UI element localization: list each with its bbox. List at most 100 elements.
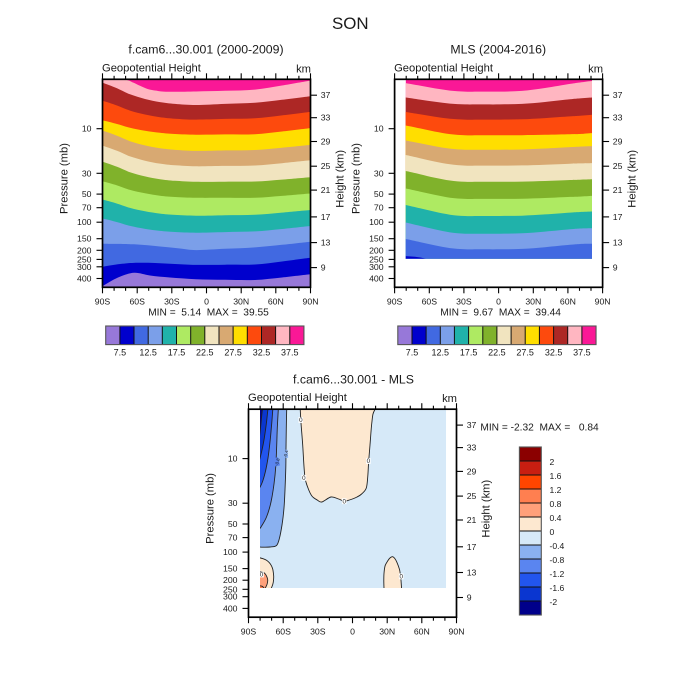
svg-text:37: 37: [321, 90, 331, 100]
svg-text:9: 9: [321, 263, 326, 273]
svg-text:Height (km): Height (km): [481, 480, 493, 538]
svg-text:Height (km): Height (km): [335, 150, 347, 208]
svg-text:17.5: 17.5: [168, 347, 186, 357]
svg-text:29: 29: [467, 466, 477, 476]
svg-text:30S: 30S: [310, 627, 326, 637]
svg-text:30N: 30N: [525, 297, 541, 307]
svg-text:10: 10: [374, 124, 384, 134]
svg-text:37: 37: [613, 90, 623, 100]
svg-text:0: 0: [399, 574, 403, 581]
svg-text:13: 13: [467, 568, 477, 578]
svg-text:400: 400: [77, 274, 92, 284]
svg-text:60N: 60N: [414, 627, 430, 637]
svg-text:32.5: 32.5: [545, 347, 563, 357]
svg-text:30: 30: [374, 168, 384, 178]
svg-text:17.5: 17.5: [460, 347, 478, 357]
svg-text:0: 0: [550, 527, 555, 537]
svg-text:30S: 30S: [456, 297, 472, 307]
svg-text:30S: 30S: [164, 297, 180, 307]
svg-text:90N: 90N: [595, 297, 611, 307]
svg-text:100: 100: [77, 217, 92, 227]
svg-text:22.5: 22.5: [196, 347, 214, 357]
svg-text:0: 0: [342, 498, 346, 505]
svg-text:MIN = 5.14 MAX = 39.55: MIN = 5.14 MAX = 39.55: [148, 308, 269, 319]
svg-text:MIN = 9.67 MAX = 39.44: MIN = 9.67 MAX = 39.44: [440, 308, 561, 319]
svg-text:150: 150: [223, 564, 238, 574]
svg-text:17: 17: [467, 542, 477, 552]
svg-text:70: 70: [82, 203, 92, 213]
svg-text:-1.6: -1.6: [550, 583, 565, 593]
svg-text:25: 25: [321, 161, 331, 171]
svg-text:0: 0: [260, 572, 264, 579]
svg-text:km: km: [296, 63, 311, 75]
svg-text:Geopotential Height: Geopotential Height: [102, 62, 202, 74]
svg-text:f.cam6...30.001 - MLS: f.cam6...30.001 - MLS: [293, 372, 414, 386]
svg-text:MIN = -2.32 MAX = 0.84: MIN = -2.32 MAX = 0.84: [480, 423, 599, 434]
svg-text:60S: 60S: [129, 297, 145, 307]
svg-text:0: 0: [496, 297, 501, 307]
svg-text:10: 10: [82, 124, 92, 134]
svg-text:km: km: [588, 63, 603, 75]
svg-text:MLS (2004-2016): MLS (2004-2016): [450, 42, 546, 56]
svg-text:30N: 30N: [233, 297, 249, 307]
svg-text:150: 150: [369, 234, 384, 244]
svg-text:27.5: 27.5: [516, 347, 534, 357]
svg-text:17: 17: [613, 212, 623, 222]
svg-text:60S: 60S: [422, 297, 438, 307]
svg-text:2: 2: [550, 457, 555, 467]
svg-text:10: 10: [228, 454, 238, 464]
svg-text:70: 70: [374, 203, 384, 213]
svg-text:400: 400: [369, 274, 384, 284]
svg-text:70: 70: [228, 533, 238, 543]
svg-text:60S: 60S: [275, 627, 291, 637]
svg-text:200: 200: [77, 245, 92, 255]
svg-text:90S: 90S: [241, 627, 257, 637]
svg-text:-2: -2: [550, 597, 558, 607]
svg-text:150: 150: [77, 234, 92, 244]
svg-text:0: 0: [204, 297, 209, 307]
svg-text:90N: 90N: [303, 297, 319, 307]
svg-text:-0.8: -0.8: [274, 457, 281, 466]
svg-text:37.5: 37.5: [573, 347, 591, 357]
svg-text:30: 30: [82, 168, 92, 178]
svg-text:21: 21: [613, 185, 623, 195]
svg-text:22.5: 22.5: [488, 347, 506, 357]
svg-text:f.cam6...30.001 (2000-2009): f.cam6...30.001 (2000-2009): [128, 42, 283, 56]
svg-text:29: 29: [613, 137, 623, 147]
svg-text:200: 200: [369, 245, 384, 255]
svg-text:33: 33: [613, 113, 623, 123]
svg-text:37.5: 37.5: [281, 347, 299, 357]
svg-text:9: 9: [613, 263, 618, 273]
svg-text:1.6: 1.6: [550, 471, 562, 481]
svg-text:37: 37: [467, 420, 477, 430]
svg-text:100: 100: [369, 217, 384, 227]
svg-text:9: 9: [467, 593, 472, 603]
svg-text:32.5: 32.5: [253, 347, 271, 357]
svg-text:0: 0: [350, 627, 355, 637]
svg-text:60N: 60N: [560, 297, 576, 307]
svg-text:Height (km): Height (km): [627, 150, 639, 208]
svg-text:12.5: 12.5: [139, 347, 157, 357]
svg-text:25: 25: [467, 491, 477, 501]
svg-text:Geopotential Height: Geopotential Height: [248, 392, 348, 404]
svg-text:90S: 90S: [387, 297, 403, 307]
svg-text:90N: 90N: [449, 627, 465, 637]
svg-text:12.5: 12.5: [432, 347, 450, 357]
svg-text:Pressure (mb): Pressure (mb): [205, 473, 217, 544]
svg-text:-0.8: -0.8: [550, 555, 565, 565]
svg-text:0: 0: [302, 475, 306, 482]
svg-text:-0.4: -0.4: [283, 449, 289, 458]
svg-text:1.2: 1.2: [550, 485, 562, 495]
svg-text:33: 33: [467, 443, 477, 453]
svg-text:25: 25: [613, 161, 623, 171]
svg-text:50: 50: [374, 189, 384, 199]
svg-text:250: 250: [77, 254, 92, 264]
svg-text:13: 13: [613, 238, 623, 248]
svg-text:0.8: 0.8: [550, 499, 562, 509]
svg-text:-1.2: -1.2: [550, 569, 565, 579]
svg-text:100: 100: [223, 547, 238, 557]
svg-text:300: 300: [369, 262, 384, 272]
svg-text:21: 21: [321, 185, 331, 195]
svg-text:50: 50: [228, 519, 238, 529]
svg-text:30N: 30N: [379, 627, 395, 637]
